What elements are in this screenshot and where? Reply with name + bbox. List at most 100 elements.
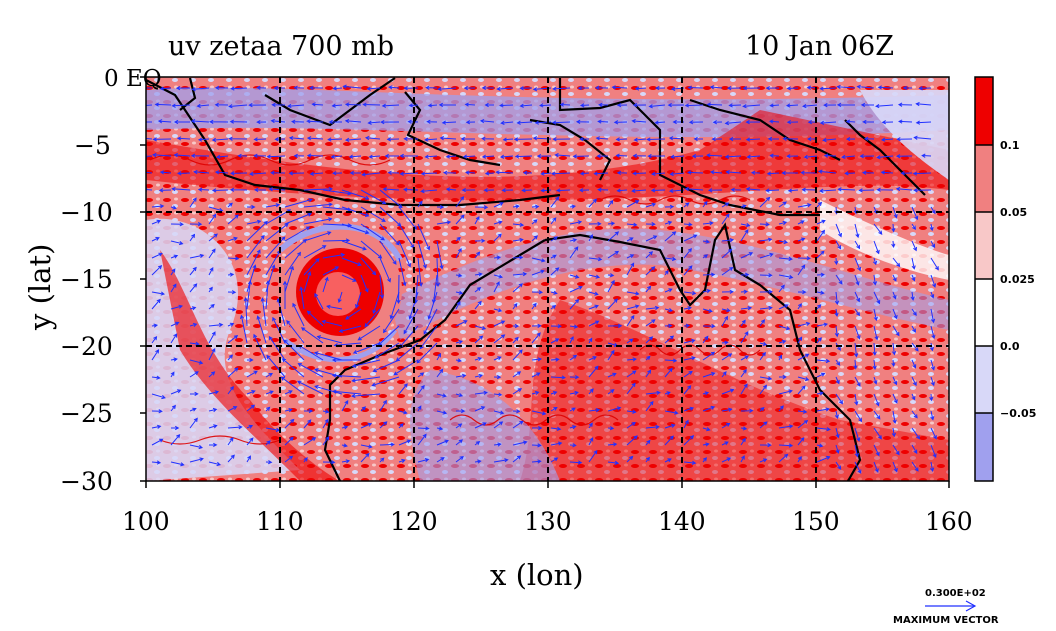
wind-vector-arrow — [631, 119, 647, 124]
wind-vector-arrow — [550, 426, 562, 431]
wind-vector-arrow — [384, 153, 399, 159]
wind-vector-arrow — [436, 426, 444, 431]
wind-vector-arrow — [930, 359, 935, 371]
wind-vector-arrow — [189, 391, 199, 397]
wind-vector-arrow — [634, 86, 647, 91]
wind-vector-arrow — [683, 202, 690, 208]
wind-vector-arrow — [371, 376, 400, 387]
wind-vector-arrow — [360, 223, 385, 241]
wind-vector-arrow — [306, 136, 324, 141]
wind-vector-arrow — [474, 459, 482, 464]
wind-vector-arrow — [501, 188, 514, 193]
wind-vector-arrow — [702, 442, 710, 447]
wind-vector-arrow — [616, 170, 628, 175]
wind-vector-arrow — [338, 325, 362, 333]
wind-vector-arrow — [684, 186, 704, 192]
wind-vector-arrow — [171, 425, 180, 431]
wind-vector-arrow — [691, 153, 704, 159]
wind-vector-arrow — [337, 291, 343, 304]
wind-vector-arrow — [683, 265, 693, 276]
wind-vector-arrow — [569, 298, 580, 310]
wind-vector-arrow — [265, 460, 273, 465]
wind-vector-arrow — [332, 86, 343, 91]
wind-vector-arrow — [341, 189, 370, 200]
wind-vector-arrow — [550, 236, 558, 242]
wind-vector-arrow — [873, 240, 880, 255]
wind-vector-arrow — [293, 85, 305, 90]
wind-vector-arrow — [436, 368, 444, 378]
wind-vector-arrow — [759, 222, 770, 227]
x-tick-110: 110 — [256, 507, 304, 536]
wind-vector-arrow — [721, 308, 731, 313]
wind-vector-arrow — [858, 188, 875, 193]
wind-vector-arrow — [797, 203, 812, 208]
wind-vector-arrow — [158, 188, 172, 193]
x-tick-150: 150 — [792, 507, 840, 536]
wind-vector-arrow — [588, 320, 600, 327]
wind-vector-arrow — [778, 339, 787, 344]
wind-vector-arrow — [683, 460, 697, 465]
vector-key-arrow-icon — [925, 600, 977, 612]
wind-vector-arrow — [645, 285, 652, 293]
wind-vector-arrow — [531, 323, 542, 329]
wind-vector-arrow — [892, 325, 900, 337]
wind-vector-arrow — [759, 289, 774, 294]
wind-vector-arrow — [569, 425, 577, 430]
wind-vector-arrow — [342, 84, 362, 89]
wind-vector-arrow — [265, 390, 274, 395]
wind-vector-arrow — [519, 103, 533, 108]
wind-vector-arrow — [284, 212, 312, 225]
wind-vector-arrow — [711, 136, 723, 142]
wind-vector-arrow — [687, 170, 704, 175]
wind-vector-arrow — [797, 220, 805, 225]
wind-vector-arrow — [626, 422, 636, 429]
wind-vector-arrow — [702, 391, 710, 396]
wind-vector-arrow — [860, 102, 875, 108]
wind-vector-arrow — [283, 339, 305, 361]
wind-vector-arrow — [474, 287, 482, 293]
wind-vector-arrow — [374, 342, 400, 359]
wind-vector-arrow — [873, 427, 882, 440]
wind-vector-arrow — [197, 187, 210, 192]
wind-vector-arrow — [613, 120, 628, 125]
wind-vector-arrow — [355, 291, 362, 309]
wind-vector-arrow — [424, 137, 438, 142]
wind-vector-arrow — [645, 456, 650, 463]
wind-vector-arrow — [493, 421, 504, 429]
wind-vector-arrow — [552, 137, 571, 142]
colorbar-label-2: 0.025 — [1000, 273, 1035, 286]
wind-vector-arrow — [455, 373, 467, 378]
wind-vector-arrow — [915, 120, 932, 125]
wind-vector-arrow — [797, 353, 810, 361]
wind-vector-arrow — [189, 253, 205, 259]
wind-vector-arrow — [189, 283, 198, 293]
wind-vector-arrow — [911, 376, 917, 387]
wind-vector-arrow — [256, 119, 267, 125]
wind-vector-arrow — [823, 153, 837, 158]
wind-vector-arrow — [569, 204, 577, 209]
wind-vector-arrow — [854, 410, 863, 423]
wind-vector-arrow — [745, 187, 761, 192]
wind-vector-arrow — [911, 223, 916, 230]
wind-vector-arrow — [189, 417, 198, 429]
wind-vector-arrow — [683, 247, 692, 259]
wind-vector-arrow — [360, 206, 386, 222]
wind-vector-arrow — [778, 274, 794, 280]
wind-vector-arrow — [532, 425, 543, 431]
wind-vector-arrow — [626, 409, 637, 414]
wind-vector-arrow — [229, 187, 248, 192]
wind-vector-arrow — [512, 204, 520, 209]
wind-vector-arrow — [151, 323, 159, 328]
wind-vector-arrow — [588, 388, 594, 395]
wind-vector-arrow — [588, 408, 601, 413]
wind-vector-arrow — [778, 325, 791, 331]
wind-vector-arrow — [911, 427, 920, 440]
wind-vector-arrow — [465, 170, 476, 175]
wind-vector-arrow — [322, 460, 336, 465]
wind-vector-arrow — [227, 454, 235, 463]
wind-vector-arrow — [170, 240, 184, 246]
wind-vector-arrow — [208, 407, 218, 413]
wind-vector-arrow — [702, 372, 716, 378]
wind-vector-arrow — [892, 376, 898, 386]
wind-vector-arrow — [550, 290, 558, 295]
